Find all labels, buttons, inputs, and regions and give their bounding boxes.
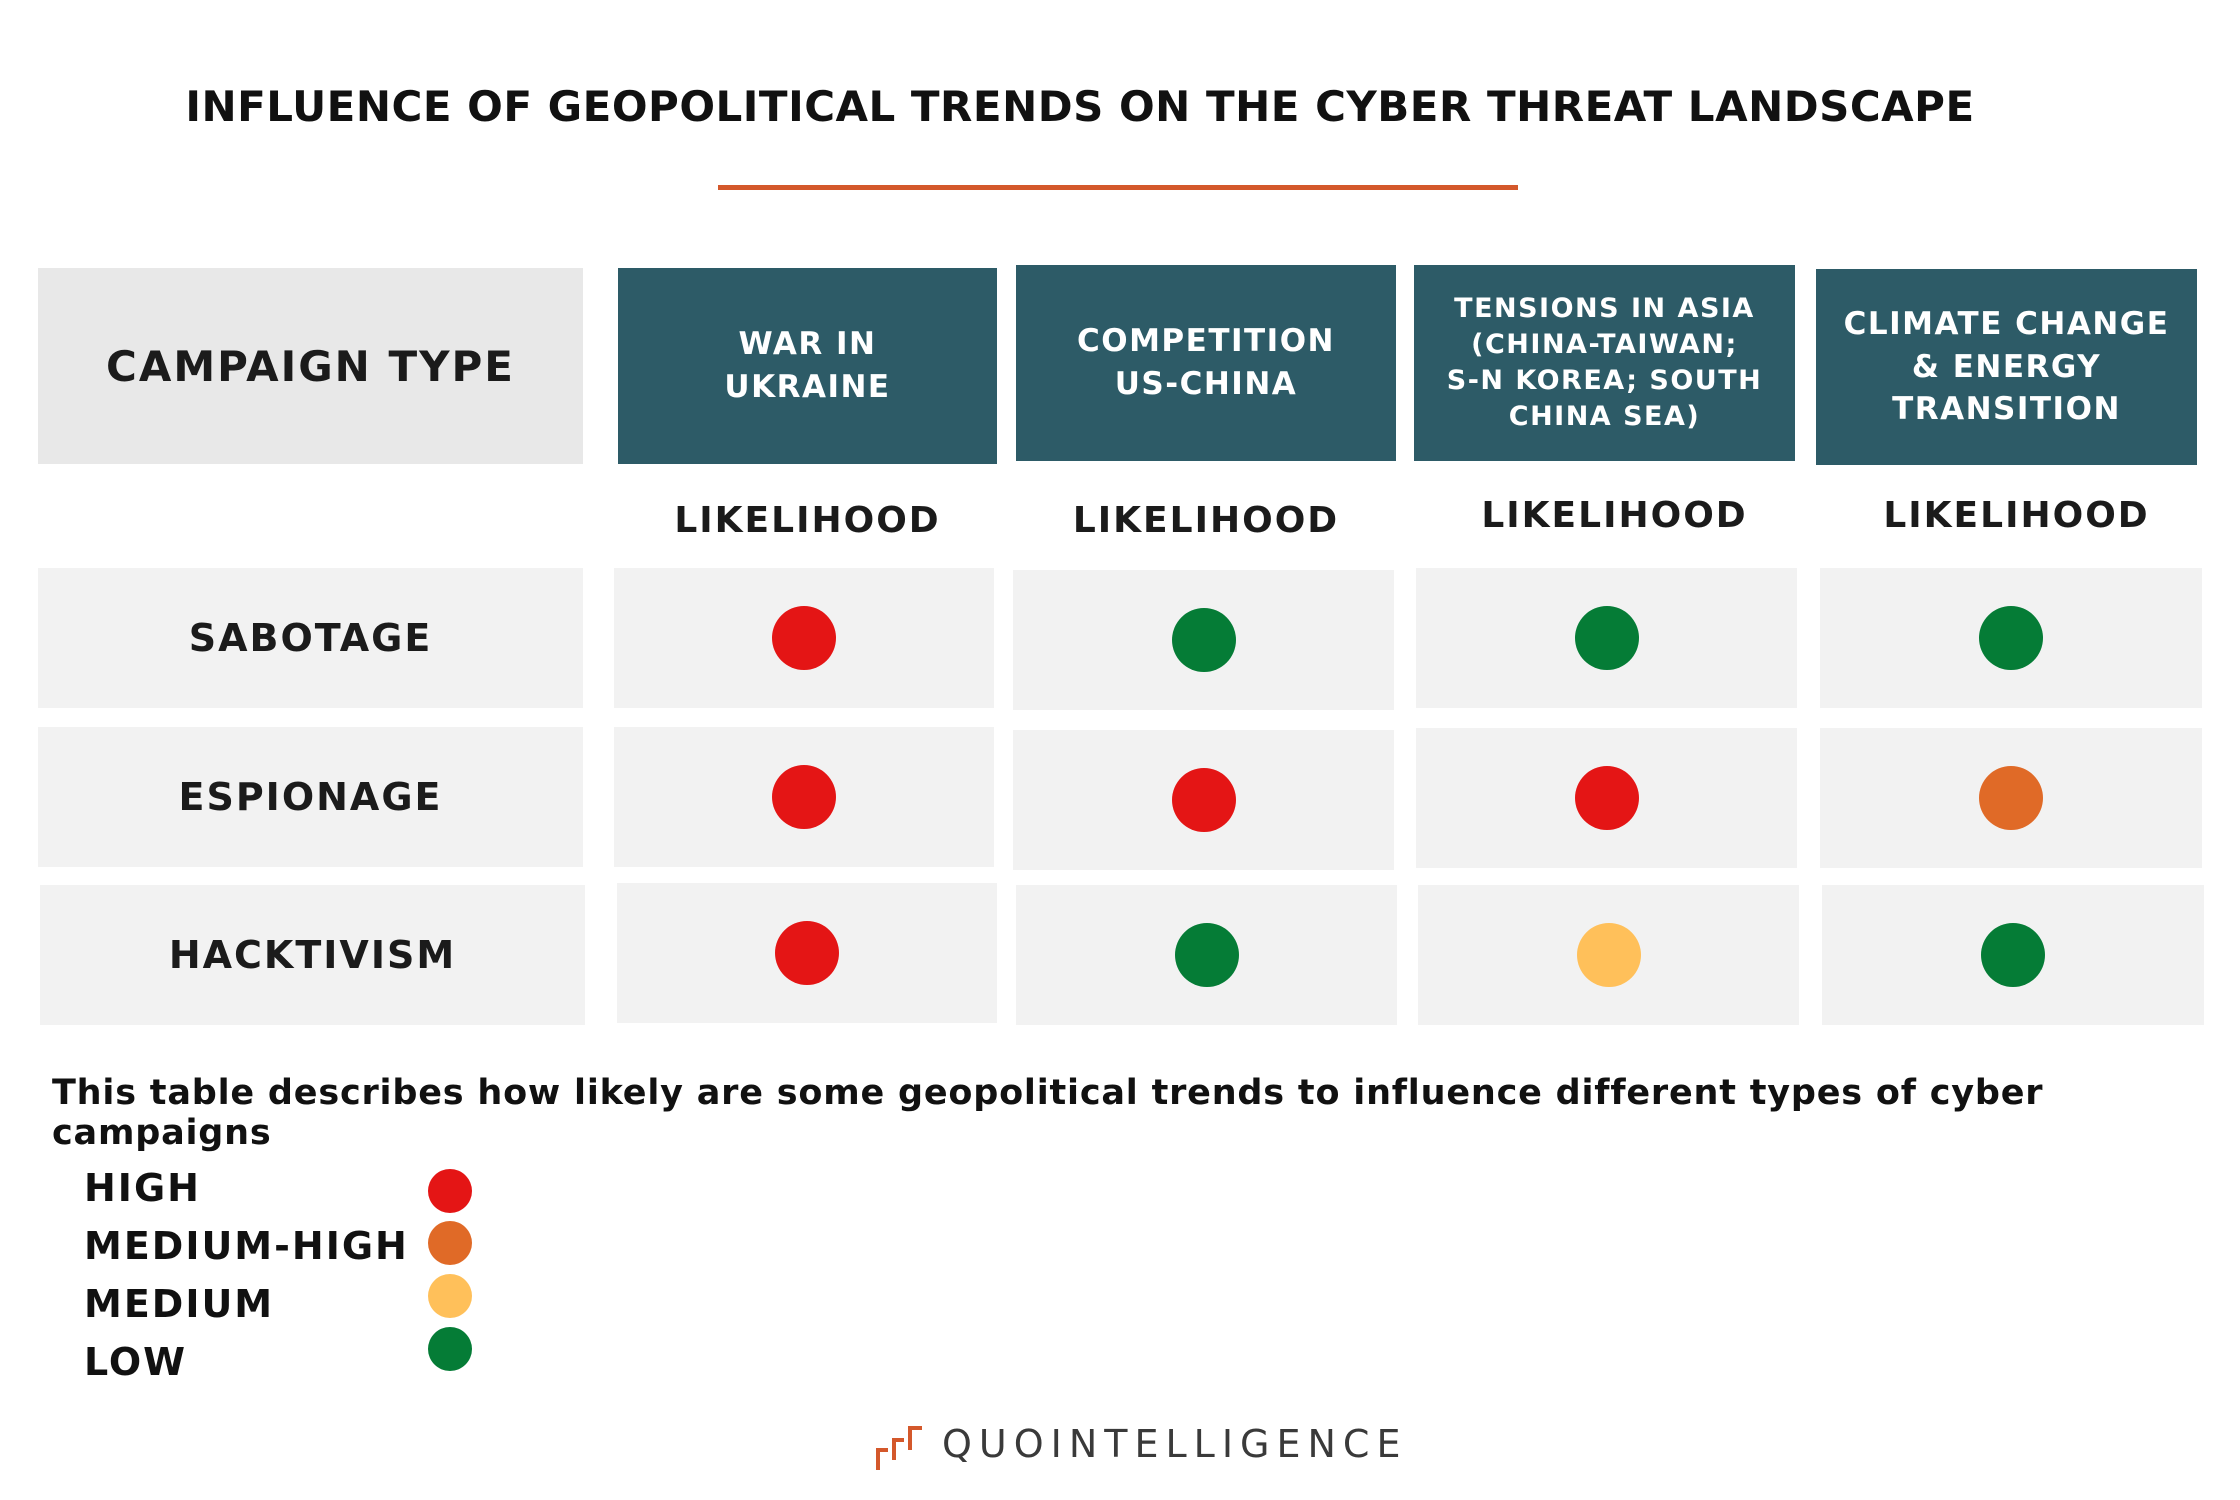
likelihood-dot: [1174, 923, 1239, 987]
likelihood-cell: [1416, 728, 1797, 868]
quointelligence-logo-icon: [876, 1426, 922, 1470]
column-header-tensions-in-asia: TENSIONS IN ASIA (CHINA-TAIWAN; S-N KORE…: [1414, 265, 1795, 461]
likelihood-label: LIKELIHOOD: [1481, 495, 1748, 536]
legend-dot-medium-high: [428, 1221, 472, 1265]
legend-label-medium-high: MEDIUM-HIGH: [84, 1224, 409, 1268]
likelihood-cell: [1013, 570, 1394, 710]
campaign-type-header: CAMPAIGN TYPE: [38, 268, 583, 464]
table-caption: This table describes how likely are some…: [52, 1073, 2044, 1153]
likelihood-dot: [775, 921, 839, 985]
likelihood-cell: [1418, 885, 1799, 1025]
column-header-climate-change: CLIMATE CHANGE & ENERGY TRANSITION: [1816, 269, 2197, 465]
likelihood-dot: [1574, 606, 1639, 670]
legend-label-medium: MEDIUM: [84, 1282, 275, 1326]
likelihood-label: LIKELIHOOD: [1883, 495, 2150, 536]
likelihood-dot: [1979, 766, 2043, 830]
likelihood-dot: [772, 765, 836, 829]
likelihood-cell: [614, 727, 994, 867]
likelihood-cell: [1820, 728, 2202, 868]
row-label-espionage: ESPIONAGE: [38, 727, 583, 867]
likelihood-cell: [1820, 568, 2202, 708]
likelihood-cell: [614, 568, 994, 708]
row-label-sabotage: SABOTAGE: [38, 568, 583, 708]
likelihood-dot: [1981, 923, 2045, 987]
likelihood-cell: [1822, 885, 2204, 1025]
column-header-competition-us-china: COMPETITION US-CHINA: [1016, 265, 1396, 461]
likelihood-dot: [1576, 923, 1641, 987]
likelihood-cell: [1416, 568, 1797, 708]
likelihood-label: LIKELIHOOD: [1072, 500, 1340, 541]
logo-text-quo: QUO: [942, 1422, 1051, 1466]
legend-label-low: LOW: [84, 1340, 188, 1384]
legend-dot-low: [428, 1327, 472, 1371]
likelihood-dot: [1171, 768, 1236, 832]
logo-text-intelligence: INTELLIGENCE: [1050, 1422, 1408, 1466]
likelihood-dot: [1979, 606, 2043, 670]
likelihood-dot: [1574, 766, 1639, 830]
likelihood-dot: [1171, 608, 1236, 672]
column-header-war-in-ukraine: WAR IN UKRAINE: [618, 268, 997, 464]
likelihood-cell: [1016, 885, 1397, 1025]
likelihood-label: LIKELIHOOD: [674, 500, 941, 541]
likelihood-dot: [772, 606, 836, 670]
legend-dot-medium: [428, 1274, 472, 1318]
row-label-hacktivism: HACKTIVISM: [40, 885, 585, 1025]
page-title: INFLUENCE OF GEOPOLITICAL TRENDS ON THE …: [185, 82, 1975, 131]
legend-label-high: HIGH: [84, 1166, 201, 1210]
title-underline: [718, 185, 1518, 190]
quointelligence-logo-text: QUOINTELLIGENCE: [942, 1418, 1407, 1470]
likelihood-cell: [617, 883, 997, 1023]
legend-dot-high: [428, 1169, 472, 1213]
likelihood-cell: [1013, 730, 1394, 870]
